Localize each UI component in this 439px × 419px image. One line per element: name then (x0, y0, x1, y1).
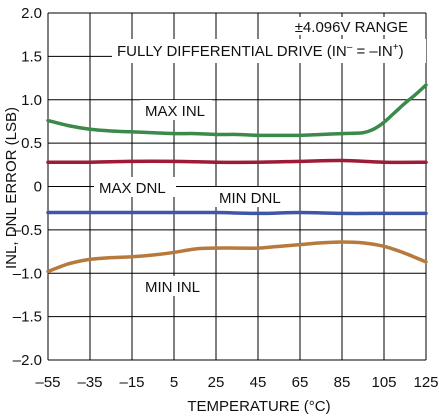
drive-label-bg (112, 39, 426, 63)
y-tick-label: –2.0 (13, 352, 42, 369)
y-tick-label: –1.5 (13, 309, 42, 326)
max-dnl-label-bg (94, 177, 176, 197)
x-tick-label: –15 (119, 374, 144, 391)
y-tick-label: 1.0 (21, 92, 42, 109)
range-annotation: ±4.096V RANGE (295, 19, 408, 36)
series-line-max-inl (46, 83, 428, 138)
max-inl-label: MAX INL (145, 103, 205, 120)
y-tick-label: 1.5 (21, 48, 42, 65)
max-dnl-label: MAX DNL (99, 180, 166, 197)
x-tick-label: –55 (35, 374, 60, 391)
x-tick-label: 125 (413, 374, 438, 391)
y-axis-title: INL, DNL ERROR (LSB) (3, 107, 20, 269)
series-layer (46, 83, 428, 274)
series-line-max-dnl (46, 158, 428, 165)
x-tick-label: 105 (371, 374, 396, 391)
y-tick-label: –0.5 (13, 222, 42, 239)
series-line-min-dnl (46, 210, 428, 216)
drive-annotation-prefix: FULLY DIFFERENTIAL DRIVE (IN (117, 43, 347, 60)
drive-annotation-sup-plus: + (393, 42, 399, 53)
x-tick-label: 65 (292, 374, 309, 391)
min-inl-label-bg (140, 276, 212, 296)
range-label-bg (273, 17, 413, 35)
y-tick-label: 0.5 (21, 135, 42, 152)
min-dnl-label: MIN DNL (219, 190, 281, 207)
y-tick-label: –1.0 (13, 265, 42, 282)
x-tick-label: 25 (208, 374, 225, 391)
x-tick-label: –35 (77, 374, 102, 391)
drive-annotation-sup-minus: – (347, 42, 353, 53)
y-tick-label: 2.0 (21, 5, 42, 22)
series-line-min-inl (46, 240, 428, 274)
y-tick-labels: –2.0 –1.5 –1.0 –0.5 0 0.5 1.0 1.5 2.0 (13, 5, 42, 369)
x-axis-title: TEMPERATURE (°C) (187, 398, 330, 415)
y-tick-label: 0 (34, 179, 42, 196)
x-tick-label: 45 (250, 374, 267, 391)
drive-annotation-suffix: ) (399, 43, 404, 60)
x-tick-label: 85 (334, 374, 351, 391)
drive-annotation: FULLY DIFFERENTIAL DRIVE (IN– = –IN+) (117, 42, 404, 60)
min-inl-label: MIN INL (145, 279, 200, 296)
drive-annotation-middle: = –IN (352, 43, 392, 60)
x-tick-label: 5 (170, 374, 178, 391)
max-inl-label-bg (140, 100, 212, 120)
min-dnl-label-bg (214, 187, 292, 207)
x-tick-labels: –55 –35 –15 5 25 45 65 85 105 125 (35, 374, 438, 391)
